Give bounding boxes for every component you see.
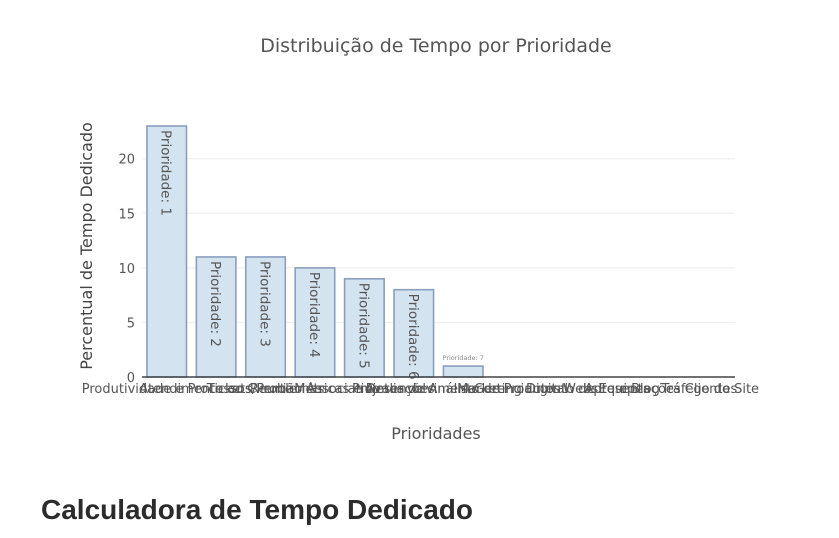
bar [244,256,287,378]
bar [146,125,188,378]
x-axis-title: Prioridades [391,424,481,443]
y-axis-ticks: 0 5 10 15 20 [118,153,135,386]
x-tick-label: Apresentações Clientes [585,382,738,397]
priority-bar-chart: Distribuição de Tempo por Prioridade 0 5 1… [77,35,759,443]
x-tick-label: Gerenciamento de Equipes [474,382,650,397]
x-tick-label: Tráfego do Site [661,382,760,397]
bar-data-label: Prioridade: 3 [257,261,273,347]
chart-title: Distribuição de Tempo por Prioridade [260,35,612,57]
y-tick-label: 15 [118,207,135,222]
x-tick-label: Atendimento ao Cliente [139,382,293,397]
y-tick-label: 5 [127,316,135,331]
bar-data-label: Prioridade: 7 [443,354,484,362]
x-tick-label: Desenvolvimento de Produtos [366,382,561,397]
grid-lines [142,158,735,323]
bar-data-label: Prioridade: 1 [158,130,174,216]
page-heading: Calculadora de Tempo Dedicado [41,494,474,525]
y-tick-label: 20 [118,153,135,168]
x-tick-label: Website e Blog [563,382,660,397]
bar-data-label: Prioridade: 6 [405,294,421,380]
x-tick-label: Produtividade e Processos [82,382,252,397]
x-tick-label: Projetos de Análise [352,382,476,397]
bar-data-label: Prioridade: 5 [355,283,371,369]
bars: Prioridade: 1 Prioridade: 2 Prioridade: 3 P… [146,125,484,380]
y-axis-title: Percentual de Tempo Dedicado [77,122,96,370]
x-tick-label: Reunião Associativo [250,382,380,397]
y-tick-label: 10 [118,262,135,277]
y-tick-label: 0 [127,371,135,386]
bar-data-label: Prioridade: 2 [207,261,223,347]
x-tick-label: Tickets/Problemas [206,382,325,397]
x-tick-label: Métricas e Avaliações [294,382,434,397]
bar [343,277,385,378]
x-tick-label: Marketing Digital [457,382,568,397]
bar-data-label: Prioridade: 4 [306,272,322,358]
bar [442,365,484,378]
